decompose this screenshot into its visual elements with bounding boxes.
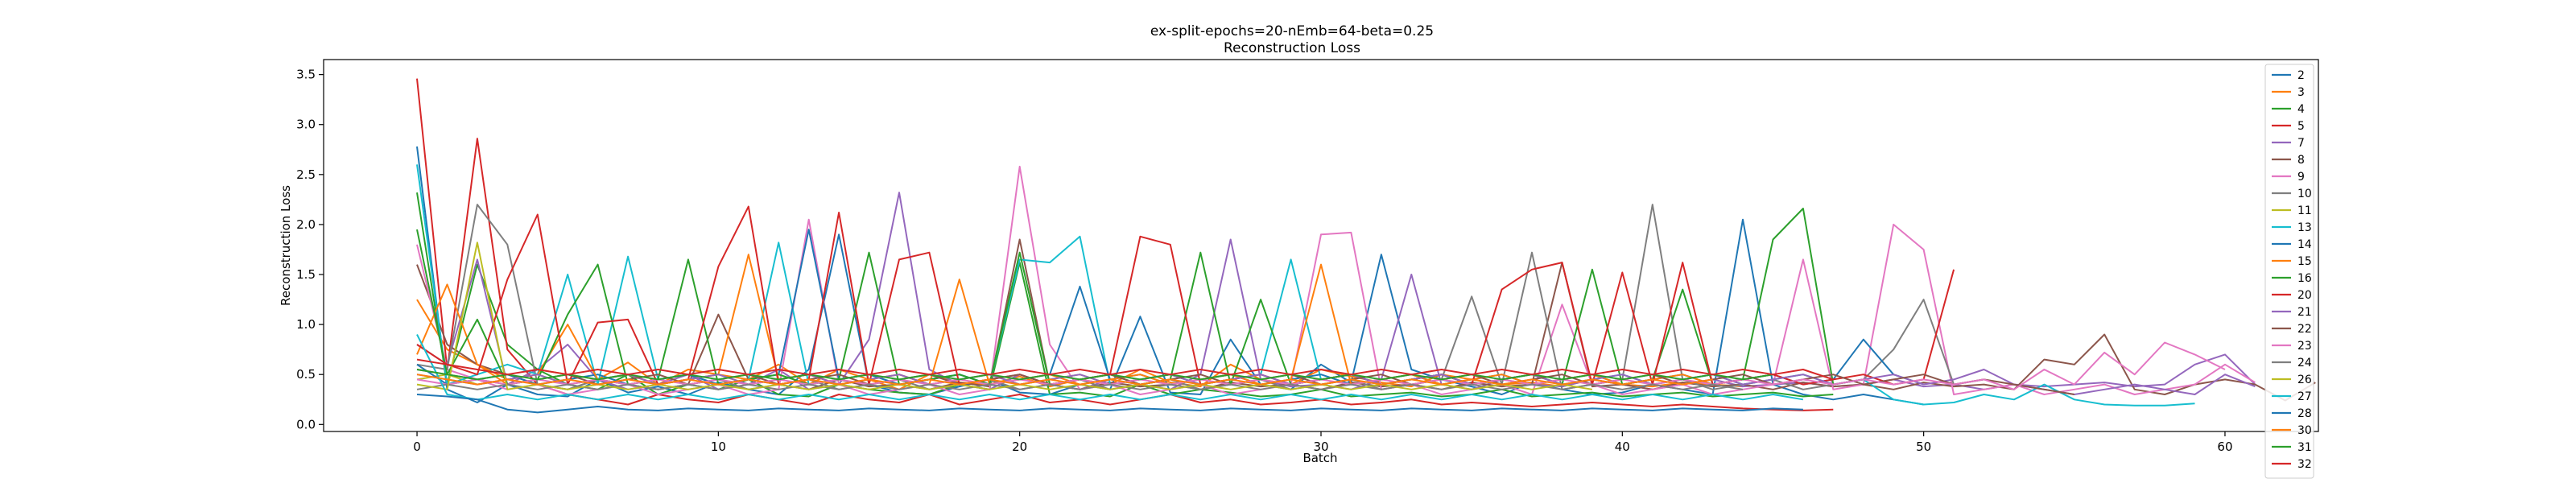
legend-label: 9 (2297, 171, 2305, 184)
series-line-32 (416, 358, 1834, 381)
x-tick-label: 10 (711, 440, 726, 454)
x-tick-label: 60 (2217, 440, 2232, 454)
legend-label: 14 (2297, 238, 2312, 251)
legend-label: 13 (2297, 221, 2312, 234)
x-axis: 0 10 20 30 40 50 60 (413, 431, 2233, 454)
y-axis-label: Reconstruction Loss (279, 185, 293, 306)
y-tick-label: 0.0 (296, 417, 316, 431)
x-tick-label: 0 (413, 440, 421, 454)
legend-label: 32 (2297, 458, 2312, 471)
x-axis-label: Batch (1302, 451, 1337, 465)
x-tick-label: 50 (1916, 440, 1931, 454)
chart-title: ex-split-epochs=20-nEmb=64-beta=0.25 (1150, 23, 1434, 39)
legend-label: 27 (2297, 390, 2312, 403)
legend-label: 24 (2297, 357, 2312, 369)
legend-label: 5 (2297, 120, 2305, 133)
legend-label: 16 (2297, 272, 2312, 285)
legend-label: 23 (2297, 340, 2312, 353)
series-line-30 (416, 374, 1713, 386)
y-tick-label: 3.0 (296, 118, 316, 132)
legend-label: 2 (2297, 69, 2305, 82)
y-tick-label: 1.0 (296, 317, 316, 332)
y-tick-label: 3.5 (296, 68, 316, 82)
series-lines (416, 78, 2316, 414)
legend-label: 28 (2297, 407, 2312, 420)
legend-box (2264, 64, 2314, 479)
legend-label: 22 (2297, 323, 2312, 336)
y-tick-label: 2.0 (296, 217, 316, 232)
x-tick-label: 20 (1012, 440, 1027, 454)
series-line-24 (416, 383, 1744, 390)
legend-label: 26 (2297, 374, 2312, 386)
y-tick-label: 0.5 (296, 367, 316, 382)
legend-label: 3 (2297, 86, 2305, 99)
legend-label: 31 (2297, 441, 2312, 454)
x-tick-label: 30 (1313, 440, 1328, 454)
legend-label: 4 (2297, 103, 2305, 116)
legend: 2345789101113141516202122232426272830313… (2264, 64, 2314, 479)
legend-label: 8 (2297, 154, 2305, 167)
series-line-26 (416, 242, 1593, 390)
y-tick-label: 1.5 (296, 267, 316, 282)
chart-subtitle: Reconstruction Loss (1224, 40, 1360, 56)
x-tick-label: 40 (1615, 440, 1630, 454)
legend-label: 11 (2297, 204, 2312, 217)
legend-label: 21 (2297, 306, 2312, 319)
legend-label: 30 (2297, 424, 2312, 437)
legend-label: 15 (2297, 255, 2312, 268)
series-line-28 (416, 394, 1803, 414)
series-line-27 (416, 334, 1804, 401)
series-line-5 (416, 78, 1834, 411)
y-axis: 0.0 0.5 1.0 1.5 2.0 2.5 3.0 3.5 (296, 68, 324, 431)
legend-label: 7 (2297, 137, 2305, 150)
series-line-4 (416, 192, 1834, 398)
y-tick-label: 2.5 (296, 167, 316, 182)
legend-label: 10 (2297, 188, 2312, 200)
legend-label: 20 (2297, 289, 2312, 302)
series-line-31 (416, 369, 1773, 381)
